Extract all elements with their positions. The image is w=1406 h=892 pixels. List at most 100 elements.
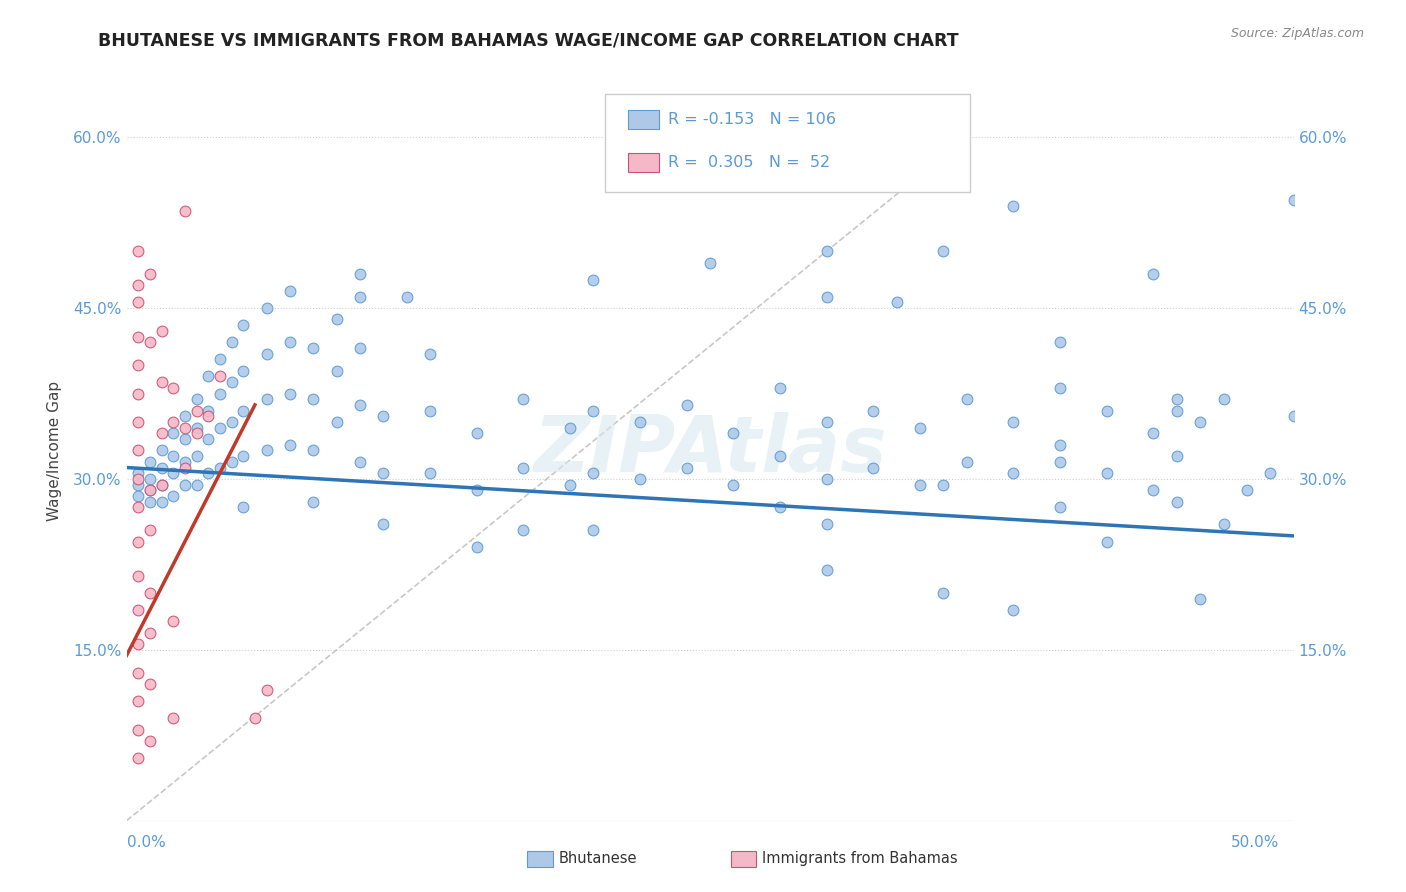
- Point: [139, 494, 162, 508]
- Point: [162, 449, 184, 463]
- Point: [162, 426, 184, 441]
- Point: [208, 460, 231, 475]
- Point: [174, 460, 197, 475]
- Point: [1142, 267, 1164, 281]
- Point: [232, 403, 254, 417]
- Point: [127, 329, 149, 343]
- Point: [1142, 426, 1164, 441]
- Point: [1095, 403, 1118, 417]
- Point: [256, 346, 278, 360]
- Point: [208, 352, 231, 367]
- Point: [932, 586, 955, 600]
- Point: [1049, 438, 1071, 452]
- Point: [256, 682, 278, 697]
- Point: [127, 694, 149, 708]
- Point: [1166, 392, 1188, 407]
- Text: Bhutanese: Bhutanese: [558, 851, 637, 865]
- Point: [197, 369, 219, 384]
- Point: [1002, 415, 1025, 429]
- Text: R =  0.305   N =  52: R = 0.305 N = 52: [668, 155, 830, 169]
- Point: [256, 443, 278, 458]
- Point: [558, 477, 581, 491]
- Point: [186, 477, 208, 491]
- Point: [1049, 335, 1071, 350]
- Point: [197, 467, 219, 481]
- Point: [278, 438, 301, 452]
- Point: [150, 375, 173, 389]
- Point: [1258, 467, 1281, 481]
- Point: [956, 455, 979, 469]
- Point: [162, 489, 184, 503]
- Point: [815, 517, 838, 532]
- Point: [932, 244, 955, 259]
- Point: [186, 449, 208, 463]
- Point: [174, 409, 197, 424]
- Point: [1002, 467, 1025, 481]
- Point: [139, 483, 162, 498]
- Point: [395, 290, 418, 304]
- Point: [1212, 392, 1234, 407]
- Point: [349, 398, 371, 412]
- Point: [932, 477, 955, 491]
- Point: [127, 637, 149, 651]
- Point: [127, 358, 149, 372]
- Point: [1142, 483, 1164, 498]
- Point: [815, 290, 838, 304]
- Point: [127, 723, 149, 737]
- Point: [174, 477, 197, 491]
- Point: [1282, 193, 1305, 207]
- Point: [1095, 467, 1118, 481]
- Point: [127, 500, 149, 515]
- Point: [1189, 591, 1212, 606]
- Point: [349, 455, 371, 469]
- Point: [127, 477, 149, 491]
- Point: [127, 603, 149, 617]
- Point: [956, 392, 979, 407]
- Point: [174, 204, 197, 219]
- Point: [139, 734, 162, 748]
- Point: [769, 381, 792, 395]
- Point: [349, 341, 371, 355]
- Point: [325, 415, 347, 429]
- Point: [558, 420, 581, 434]
- Point: [512, 392, 534, 407]
- Point: [373, 409, 395, 424]
- Point: [582, 523, 605, 537]
- Point: [675, 460, 697, 475]
- Point: [1095, 534, 1118, 549]
- Point: [325, 312, 347, 326]
- Point: [186, 426, 208, 441]
- Point: [582, 403, 605, 417]
- Point: [150, 426, 173, 441]
- Point: [162, 711, 184, 725]
- Point: [221, 455, 243, 469]
- Point: [221, 375, 243, 389]
- Point: [139, 625, 162, 640]
- Point: [862, 403, 884, 417]
- Point: [908, 420, 931, 434]
- Point: [186, 403, 208, 417]
- Point: [419, 403, 441, 417]
- Point: [302, 443, 325, 458]
- Point: [419, 346, 441, 360]
- Point: [162, 615, 184, 629]
- Point: [349, 290, 371, 304]
- Point: [465, 426, 488, 441]
- Point: [815, 244, 838, 259]
- Point: [127, 443, 149, 458]
- Point: [302, 392, 325, 407]
- Point: [221, 335, 243, 350]
- Point: [186, 392, 208, 407]
- Point: [723, 426, 745, 441]
- Point: [1049, 381, 1071, 395]
- Point: [127, 665, 149, 680]
- Point: [127, 568, 149, 582]
- Point: [349, 267, 371, 281]
- Point: [127, 386, 149, 401]
- Text: Immigrants from Bahamas: Immigrants from Bahamas: [762, 851, 957, 865]
- Point: [815, 563, 838, 577]
- Point: [139, 677, 162, 691]
- Point: [139, 335, 162, 350]
- Point: [162, 381, 184, 395]
- Point: [208, 420, 231, 434]
